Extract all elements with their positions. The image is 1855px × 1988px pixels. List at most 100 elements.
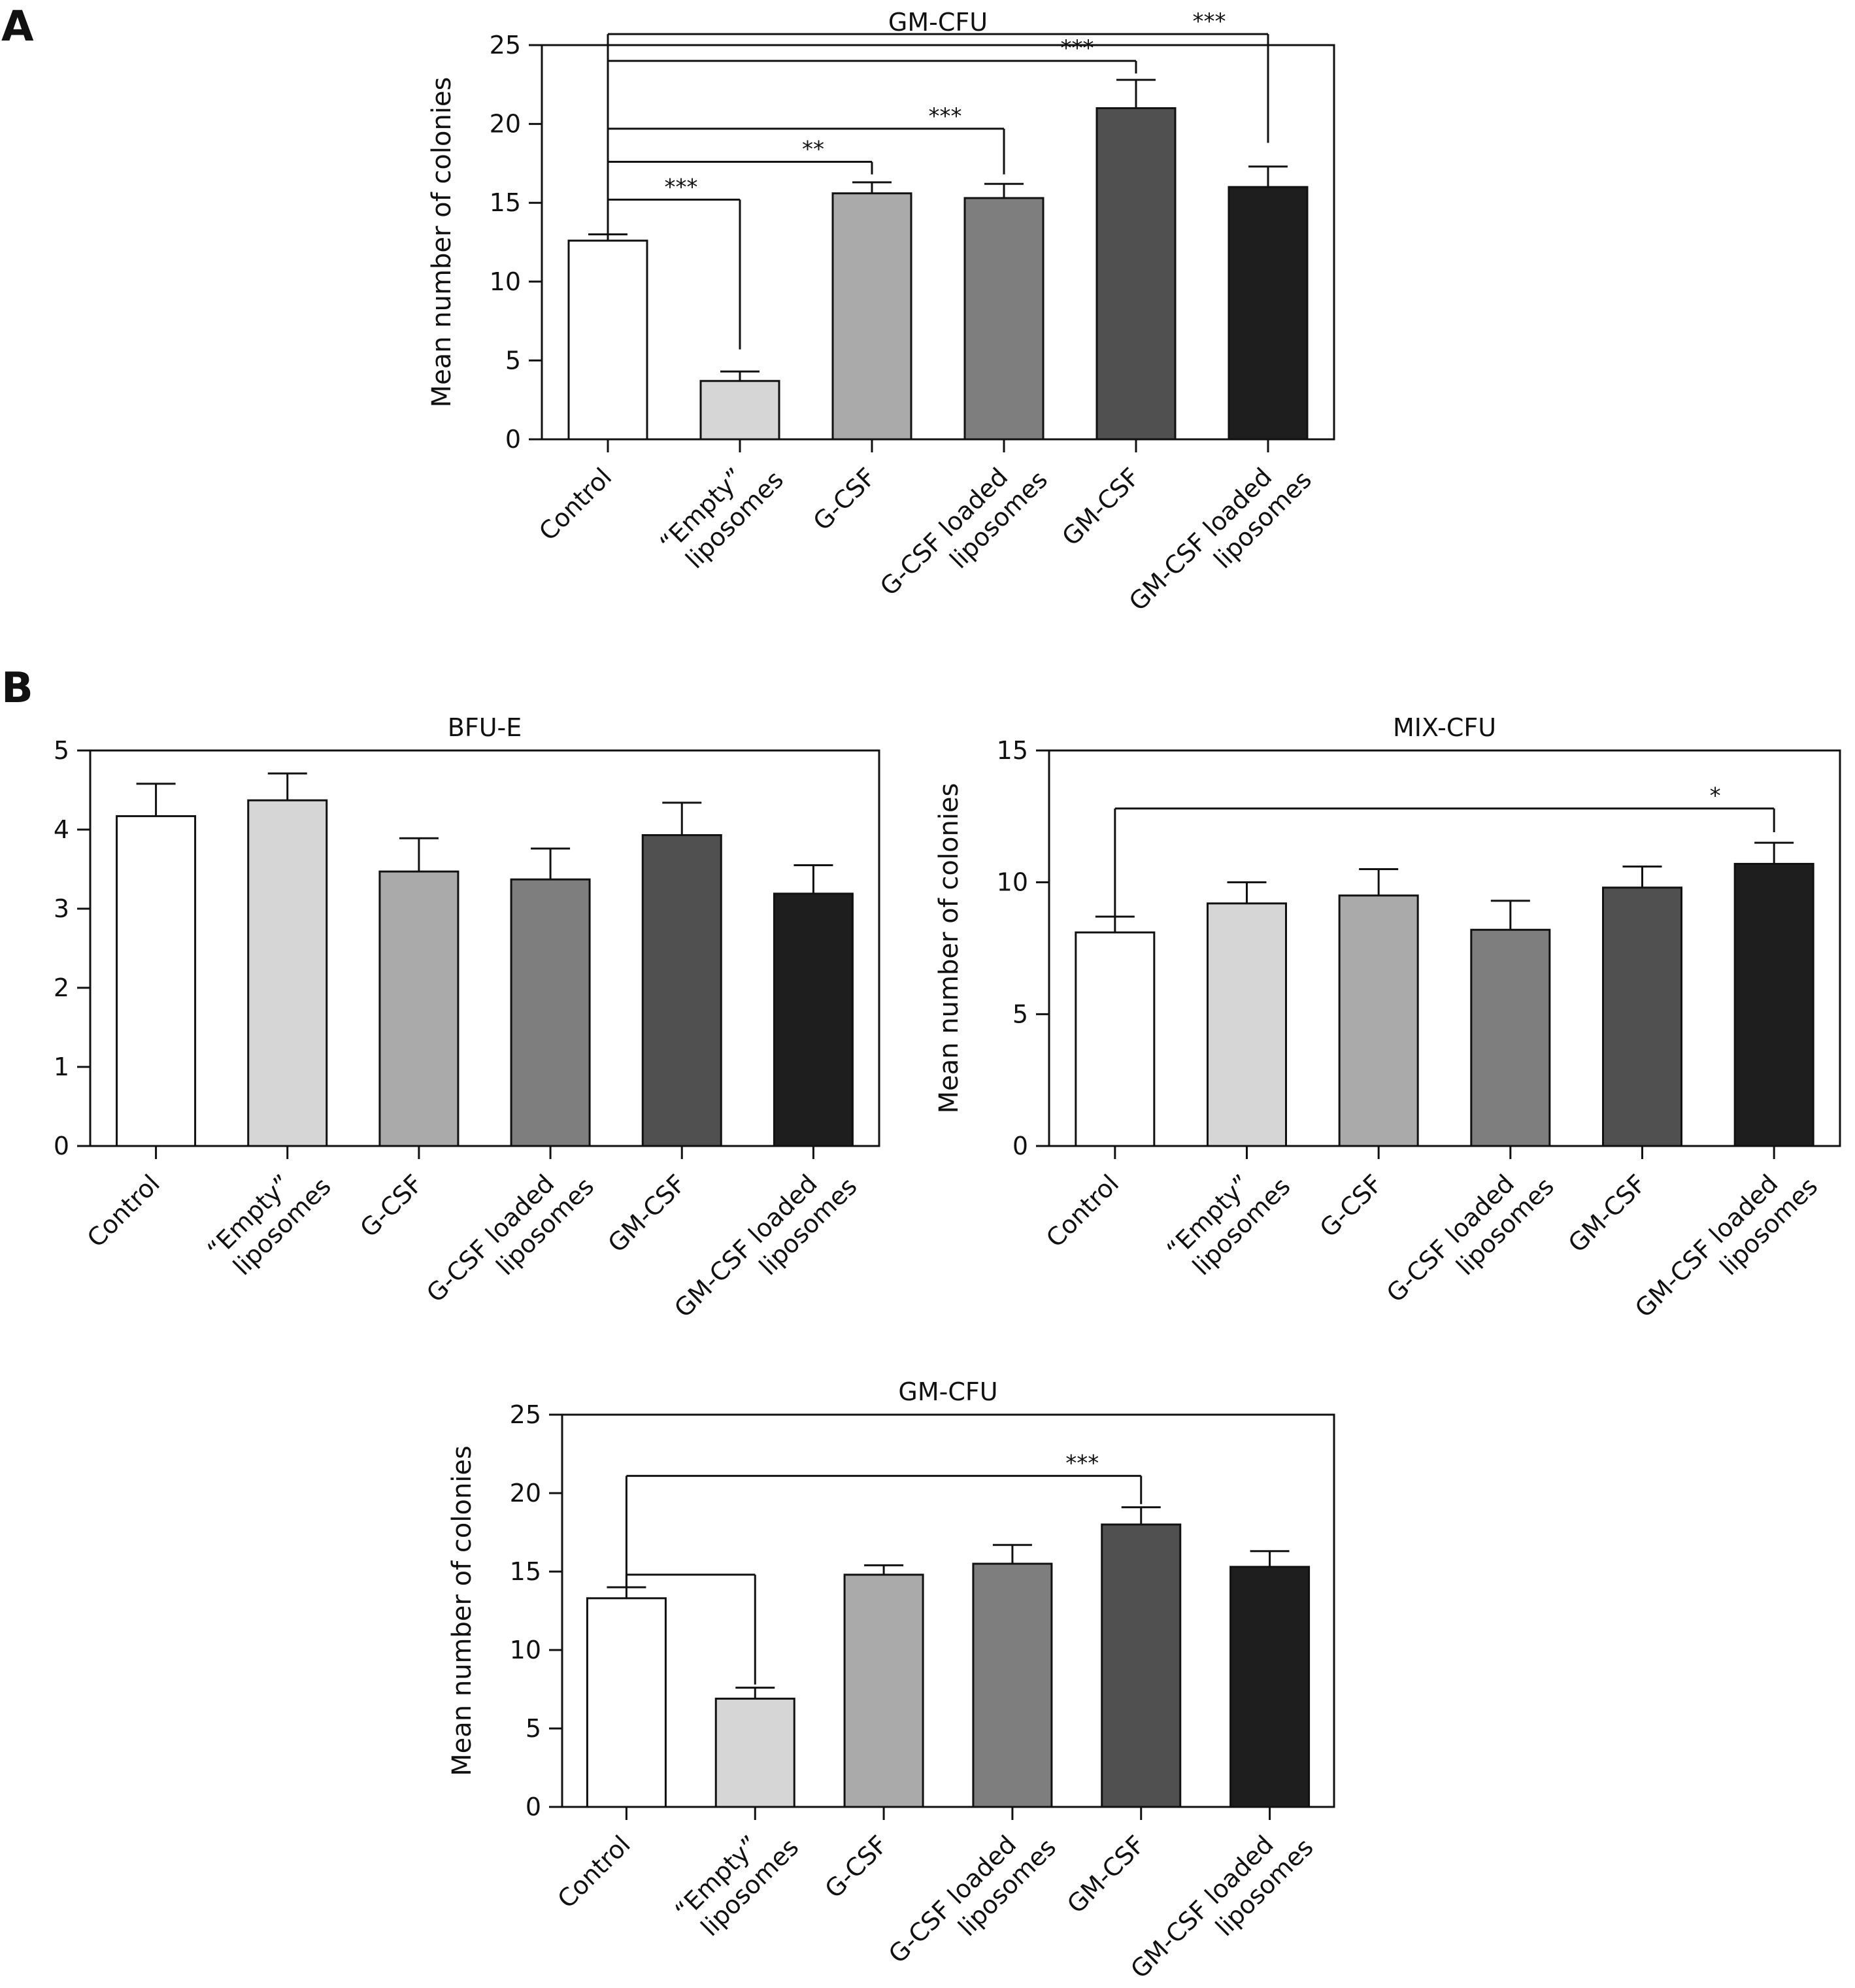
- x-category-label: “Empty”liposomes: [1161, 1151, 1295, 1285]
- x-category-label: Control: [82, 1169, 165, 1253]
- significance-label: ***: [1065, 1451, 1099, 1477]
- y-tick-label: 20: [510, 1479, 541, 1508]
- y-tick-label: 0: [1012, 1132, 1028, 1160]
- x-category-label-line: GM-CSF: [1061, 1830, 1150, 1919]
- x-category-label: GM-CSF loadedliposomes: [1125, 1811, 1318, 1988]
- bar: [641, 834, 722, 1147]
- x-category-label-line: G-CSF: [820, 1830, 894, 1904]
- bar: [1338, 894, 1419, 1147]
- bar: [1229, 1566, 1311, 1808]
- y-tick-label: 25: [510, 1400, 541, 1429]
- y-tick-label: 2: [54, 973, 69, 1002]
- chart-mix-cfu: MIX-CFU Mean number of colonies 0 5 10 15 Cont…: [934, 713, 1841, 1344]
- x-category-label-line: GM-CSF: [1563, 1169, 1652, 1258]
- x-category-label: GM-CSF: [1061, 1830, 1150, 1919]
- x-category-label: G-CSF loadedliposomes: [883, 1811, 1061, 1988]
- bar: [247, 799, 328, 1147]
- x-category-label-line: Control: [533, 462, 617, 546]
- bar: [1470, 928, 1551, 1147]
- y-tick-label: 0: [526, 1793, 541, 1821]
- chart-title: GM-CFU: [898, 1377, 997, 1406]
- y-tick-label: 10: [997, 868, 1028, 897]
- bar: [773, 892, 854, 1147]
- y-tick-label: 1: [54, 1053, 69, 1081]
- y-tick-label: 15: [997, 736, 1028, 765]
- x-category-label: G-CSF loadedliposomes: [421, 1151, 599, 1329]
- chart-title: MIX-CFU: [1393, 713, 1496, 742]
- x-category-label-line: Control: [1041, 1169, 1124, 1253]
- significance-label: ***: [929, 103, 962, 129]
- bar: [1075, 931, 1156, 1147]
- x-category-label: “Empty”liposomes: [669, 1811, 804, 1946]
- chart-title: BFU-E: [448, 713, 522, 742]
- x-category-label: “Empty”liposomes: [654, 444, 789, 579]
- y-tick-label: 5: [526, 1714, 541, 1743]
- chart-bfu-e: BFU-E Mean number of colonies 0 1 2 3 4 5 Contro…: [0, 713, 880, 1344]
- bar: [714, 1697, 795, 1808]
- y-tick-label: 15: [510, 1557, 541, 1586]
- bar: [586, 1597, 667, 1808]
- x-category-label-line: G-CSF: [354, 1169, 428, 1243]
- significance-label: *: [1710, 783, 1721, 809]
- x-category-label: GM-CSF: [603, 1169, 692, 1258]
- plot-frame: [89, 749, 880, 1147]
- y-tick-label: 0: [54, 1132, 69, 1160]
- x-category-label: G-CSF: [1314, 1169, 1388, 1243]
- y-axis-label: Mean number of colonies: [447, 1445, 477, 1776]
- y-tick-label: 4: [54, 815, 69, 844]
- bar: [1733, 862, 1814, 1147]
- bar: [1095, 107, 1177, 441]
- x-category-label-line: GM-CSF: [603, 1169, 692, 1258]
- bar: [1207, 902, 1287, 1147]
- x-category-label: GM-CSF loadedliposomes: [669, 1151, 862, 1344]
- bar: [831, 192, 912, 441]
- bar: [378, 870, 460, 1147]
- x-category-label: G-CSF: [807, 462, 881, 536]
- x-category-label: Control: [533, 462, 617, 546]
- y-axis-label: Mean number of colonies: [0, 783, 5, 1114]
- plot-frame: [1048, 749, 1841, 1147]
- x-category-label-line: G-CSF: [1314, 1169, 1388, 1243]
- x-category-label-line: Control: [552, 1830, 636, 1913]
- plot-frame: [541, 44, 1335, 441]
- x-category-label: GM-CSF loadedliposomes: [1629, 1151, 1823, 1344]
- x-category-label: GM-CSF: [1563, 1169, 1652, 1258]
- x-category-label: Control: [552, 1830, 636, 1913]
- x-category-label: GM-CSF: [1056, 462, 1145, 551]
- y-tick-label: 5: [1012, 1000, 1028, 1028]
- x-category-label: Control: [1041, 1169, 1124, 1253]
- y-tick-label: 5: [505, 346, 521, 375]
- bar: [699, 380, 780, 441]
- panel-letter-a: A: [1, 3, 34, 51]
- x-category-label: G-CSF: [354, 1169, 428, 1243]
- bar: [510, 878, 591, 1147]
- significance-label: ***: [1193, 8, 1226, 35]
- y-tick-label: 25: [490, 31, 521, 59]
- bar: [116, 815, 197, 1147]
- chart-gm-cfu-b: GM-CFU Mean number of colonies 0 5 10 15 20 25 C…: [447, 1377, 1335, 1988]
- significance-label: ***: [1061, 35, 1094, 61]
- y-tick-label: 3: [54, 894, 69, 923]
- x-category-label-line: GM-CSF: [1056, 462, 1145, 551]
- chart-gm-cfu-a: GM-CFU Mean number of colonies 0 5 10 15 20 25 C…: [427, 8, 1335, 637]
- x-category-label: GM-CSF loadedliposomes: [1124, 444, 1317, 637]
- panel-letter-b: B: [1, 664, 33, 713]
- x-category-label: G-CSF: [820, 1830, 894, 1904]
- chart-title: GM-CFU: [888, 8, 988, 37]
- y-axis-label: Mean number of colonies: [934, 783, 964, 1114]
- x-category-label: “Empty”liposomes: [202, 1151, 337, 1285]
- bar: [963, 197, 1044, 441]
- y-tick-label: 20: [490, 110, 521, 139]
- bar: [1602, 886, 1682, 1147]
- bar: [1228, 186, 1309, 441]
- x-category-label-line: Control: [82, 1169, 165, 1253]
- y-tick-label: 0: [505, 425, 521, 454]
- y-tick-label: 5: [54, 736, 69, 765]
- significance-label: ***: [665, 174, 698, 200]
- y-tick-label: 10: [490, 267, 521, 296]
- x-category-label-line: G-CSF: [807, 462, 881, 536]
- bar: [1101, 1523, 1182, 1808]
- bar: [567, 239, 648, 441]
- y-tick-label: 10: [510, 1636, 541, 1664]
